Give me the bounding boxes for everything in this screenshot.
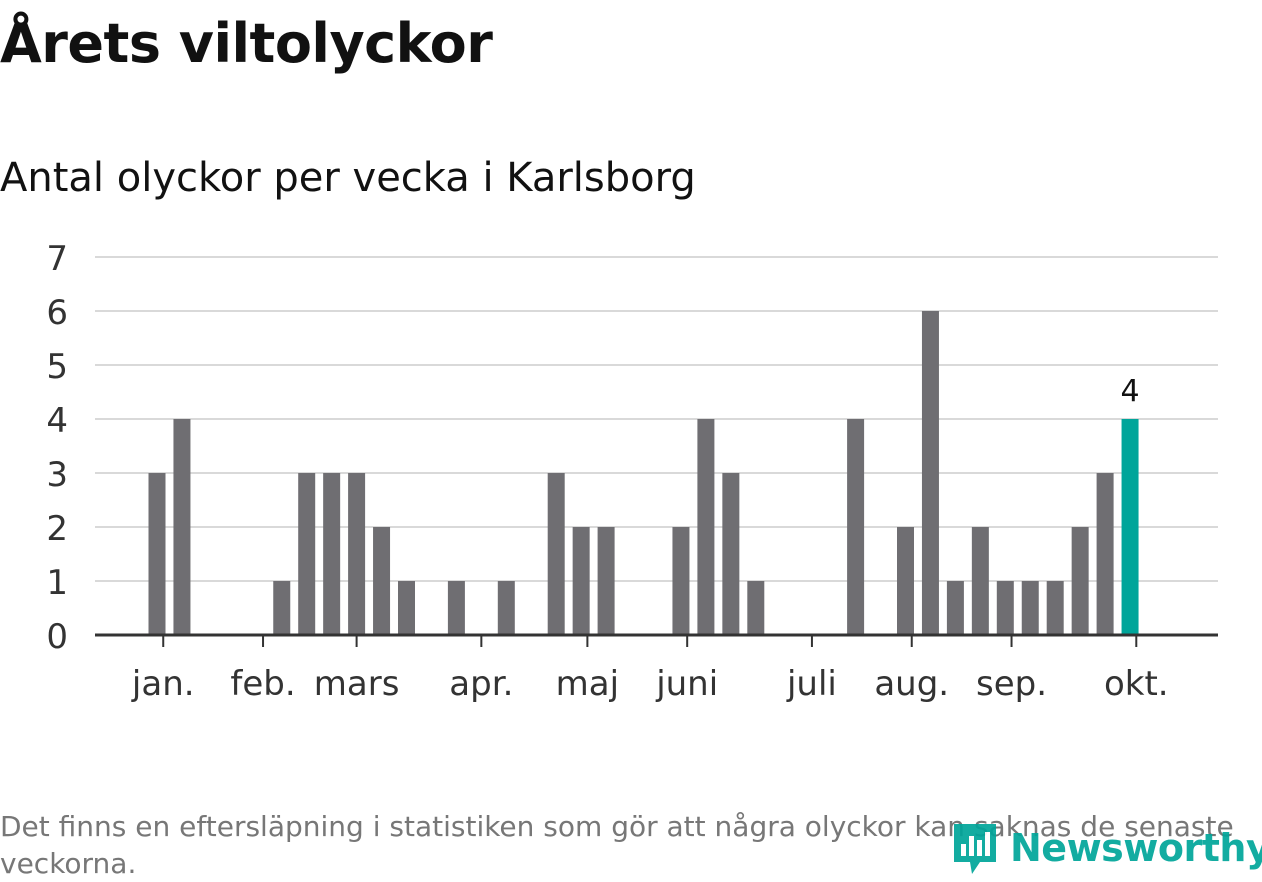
bars: [148, 311, 1139, 635]
x-axis: jan. feb. mars apr. maj juni juli aug. sep. okt.: [95, 633, 1218, 704]
annotations: 4: [1121, 374, 1140, 409]
bar: [1021, 581, 1039, 635]
logo-text: Newsworthy: [1010, 826, 1262, 870]
bar: [971, 527, 989, 635]
bar: [1046, 581, 1064, 635]
x-tick-label: apr.: [449, 664, 513, 704]
x-tick-label: juni: [655, 664, 718, 704]
bar: [597, 527, 615, 635]
x-tick-label: juli: [786, 664, 837, 704]
bar: [547, 473, 565, 635]
x-tick-label: mars: [314, 664, 400, 704]
y-axis-labels: 0 1 2 3 4 5 6 7: [46, 239, 68, 657]
bar: [847, 419, 865, 635]
bar: [897, 527, 914, 635]
bar: [373, 527, 391, 635]
chart-subtitle: Antal olyckor per vecka i Karlsborg: [0, 155, 696, 201]
page-title: Årets viltolyckor: [0, 12, 493, 75]
y-tick-label: 4: [46, 401, 68, 441]
bar: [672, 527, 690, 635]
bar: [148, 473, 166, 635]
bar: [946, 581, 964, 635]
x-tick-label: feb.: [230, 664, 295, 704]
y-tick-label: 2: [46, 509, 68, 549]
footnote: Det finns en eftersläpning i statistiken…: [0, 810, 1234, 880]
bar-chart: 0 1 2 3 4 5 6 7 jan. feb. mars apr. maj juni juli aug.…: [46, 239, 1218, 704]
y-tick-label: 0: [46, 617, 68, 657]
grid-lines: [95, 256, 1218, 582]
data-label: 4: [1121, 374, 1140, 409]
y-tick-label: 1: [46, 563, 68, 603]
bar: [323, 473, 341, 635]
bar: [398, 581, 415, 635]
x-tick-label: maj: [556, 664, 619, 704]
bar: [697, 419, 715, 635]
bar-highlight: [1121, 419, 1139, 635]
y-tick-label: 7: [46, 239, 68, 279]
newsworthy-logo: Newsworthy: [950, 818, 1262, 878]
bar: [572, 527, 590, 635]
x-tick-label: sep.: [976, 664, 1047, 704]
y-tick-label: 6: [46, 293, 68, 333]
bar: [921, 311, 939, 635]
bar-chart-speech-bubble-icon: [954, 824, 996, 874]
x-tick-label: okt.: [1104, 664, 1169, 704]
y-tick-label: 3: [46, 455, 68, 495]
y-tick-label: 5: [46, 347, 68, 387]
bar: [273, 581, 291, 635]
bar: [747, 581, 765, 635]
bar: [348, 473, 366, 635]
bar: [1096, 473, 1114, 635]
x-tick-label: jan.: [131, 664, 195, 704]
bar: [996, 581, 1014, 635]
x-tick-label: aug.: [874, 664, 949, 704]
bar: [722, 473, 740, 635]
bar: [447, 581, 465, 635]
bar: [497, 581, 515, 635]
bar: [173, 419, 191, 635]
bar: [298, 473, 316, 635]
bar: [1071, 527, 1089, 635]
